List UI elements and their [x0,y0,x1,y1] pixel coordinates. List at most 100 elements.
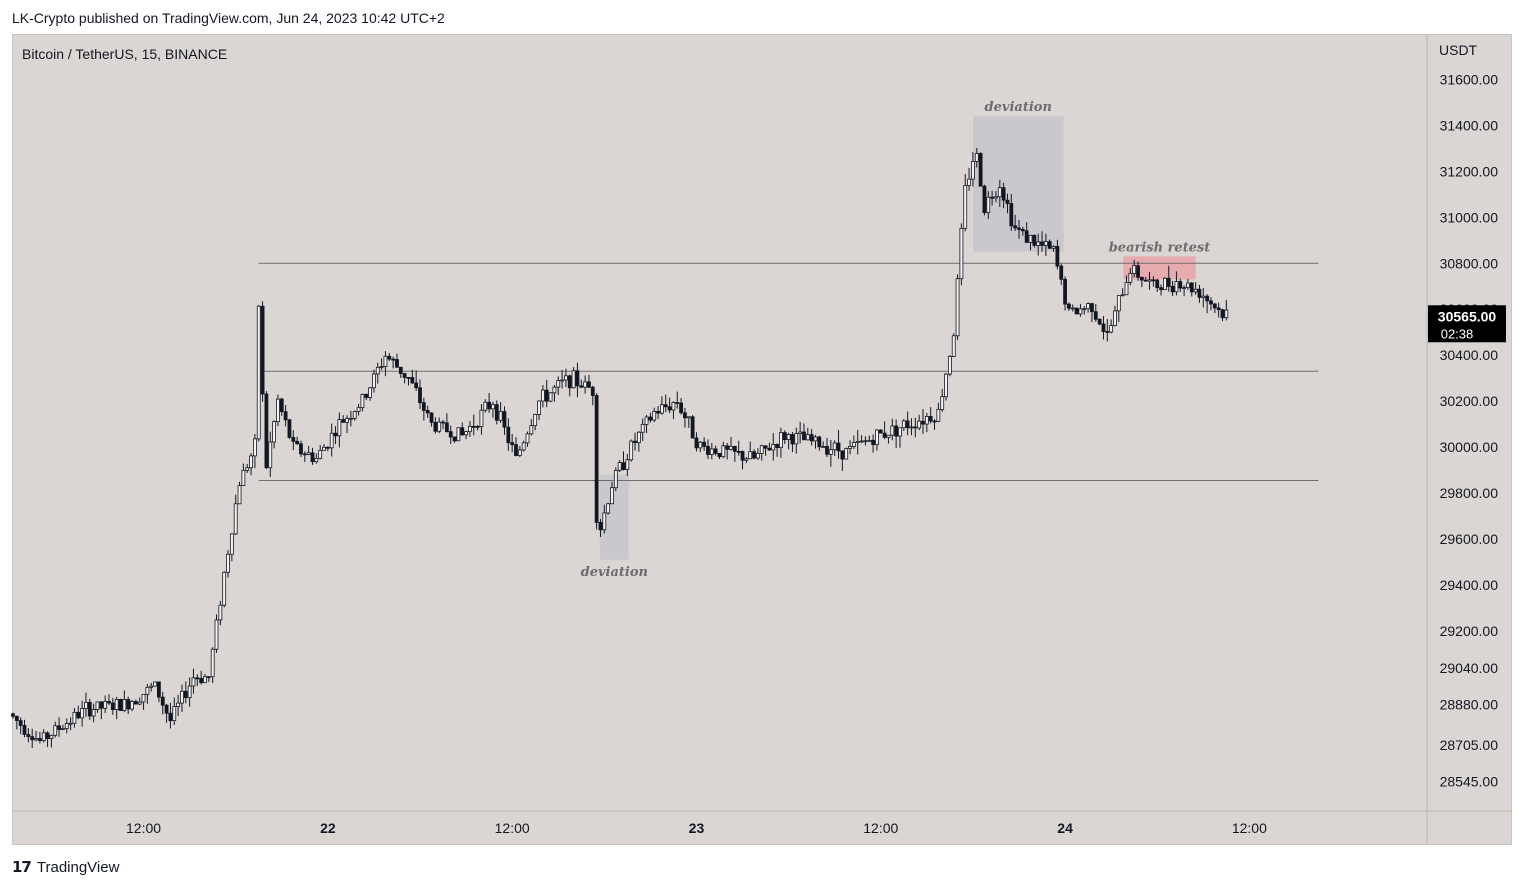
retest-box[interactable] [1123,256,1196,280]
candle [667,397,672,414]
candle [256,305,261,442]
candle [176,694,181,717]
y-tick-label: 30000.00 [1440,439,1499,455]
candle [18,717,23,735]
candle [971,152,975,187]
candle [525,431,530,447]
candle [283,405,288,427]
candle [441,419,445,430]
candle [1055,239,1060,270]
candle [249,453,253,476]
candle [828,439,833,467]
candle [1170,280,1175,296]
candle [587,374,591,389]
candle [1163,277,1167,291]
candle [11,712,15,719]
candle [1216,302,1221,318]
candle [310,447,315,465]
candle [1024,222,1029,243]
last-price-tag: 30565.00 02:38 [1428,305,1506,343]
candle [548,392,553,403]
candle [725,443,730,460]
chart-pane[interactable] [12,34,1512,845]
candle [180,684,184,712]
candle [798,421,803,444]
candle [994,191,998,203]
candle [1101,316,1106,340]
candle [1082,306,1087,315]
candle [1013,214,1018,232]
candle [414,370,419,391]
candle [821,441,826,448]
candle [260,301,265,402]
time-axis[interactable]: 12:00 22 12:00 23 12:00 24 12:00 [126,820,1267,836]
candle [583,375,588,394]
candle [1178,278,1183,292]
candle [951,333,956,357]
candle [886,434,891,444]
candle [567,374,572,397]
candle [782,430,787,444]
y-tick-label: 29800.00 [1440,485,1499,501]
candle [41,729,46,743]
candle [863,436,868,446]
last-price-value: 30565.00 [1438,308,1497,324]
candle [878,429,883,434]
candle [325,446,330,452]
candle [149,682,154,692]
y-tick-label: 31000.00 [1440,209,1499,225]
deviation-box[interactable] [972,116,1064,252]
candle [49,734,54,748]
candle [901,418,906,431]
candle [1212,302,1217,314]
candle [72,707,77,728]
candle [636,431,641,452]
candle [506,418,511,451]
candle [1197,284,1202,303]
x-tick-label: 12:00 [495,820,530,836]
price-axis[interactable]: 31600.00 31400.00 31200.00 31000.00 30800.00… [1440,71,1499,789]
candle [306,446,311,456]
y-tick-label: 29400.00 [1440,577,1499,593]
candle [76,705,81,720]
candle [229,533,234,562]
annotation-label[interactable]: deviation [985,100,1052,115]
candle [1193,282,1198,295]
annotation-label[interactable]: deviation [581,565,648,580]
candle [944,373,948,401]
candle [352,410,357,421]
annotation-label[interactable]: bearish retest [1109,240,1211,255]
candle [560,370,564,389]
candle [1113,305,1117,327]
y-tick-label: 28705.00 [1440,737,1499,753]
candle [732,445,737,462]
candle [1005,193,1010,214]
candle [103,695,108,714]
candle [859,435,864,444]
x-tick-label: 12:00 [863,820,898,836]
candle [433,417,438,434]
symbol-title[interactable]: Bitcoin / TetherUS, 15, BINANCE [22,46,228,62]
candle [744,457,749,464]
candle [487,392,492,413]
candle [644,414,649,434]
candle [1224,299,1229,321]
candle [68,717,73,731]
candle [57,717,61,737]
candle [337,412,342,448]
y-tick-label: 29040.00 [1440,660,1499,676]
candle [233,494,238,535]
candle [1124,275,1129,296]
candle [955,274,960,341]
candle [318,444,323,460]
candle [986,191,991,219]
candle [1001,182,1006,209]
x-tick-label: 12:00 [1232,820,1267,836]
axis-currency-label[interactable]: USDT [1439,42,1478,58]
candle [598,518,603,537]
candle [602,504,607,534]
candle [594,393,599,530]
footer-brand[interactable]: 17 TradingView [12,858,119,876]
candle [721,441,726,459]
